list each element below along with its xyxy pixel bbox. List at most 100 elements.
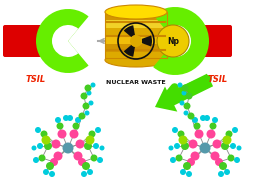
Circle shape [73,122,79,129]
FancyBboxPatch shape [105,28,167,36]
Circle shape [76,139,85,149]
Circle shape [221,142,229,150]
FancyArrow shape [155,74,213,112]
Circle shape [84,142,92,150]
Wedge shape [124,45,135,57]
Circle shape [200,115,206,121]
Circle shape [222,136,231,145]
FancyBboxPatch shape [105,12,167,20]
Circle shape [82,162,90,170]
Wedge shape [124,25,135,37]
Circle shape [209,122,217,129]
Circle shape [184,102,190,109]
Circle shape [46,162,54,170]
Circle shape [49,171,55,177]
Circle shape [70,129,79,139]
Circle shape [79,112,85,119]
Circle shape [187,158,195,166]
Circle shape [44,142,52,150]
Circle shape [85,111,89,115]
Circle shape [39,154,45,161]
Circle shape [192,117,198,123]
Circle shape [178,130,184,138]
Circle shape [170,157,176,163]
Circle shape [172,127,178,133]
FancyBboxPatch shape [3,25,59,57]
Circle shape [67,115,73,121]
Wedge shape [153,7,209,75]
Circle shape [82,102,89,109]
Circle shape [215,158,223,166]
Circle shape [85,136,94,145]
Circle shape [212,117,218,123]
Circle shape [212,139,221,149]
Circle shape [81,171,87,177]
Circle shape [91,154,97,161]
Circle shape [157,25,189,57]
Circle shape [88,130,95,138]
Circle shape [81,92,88,99]
Wedge shape [165,25,191,57]
Circle shape [55,117,61,123]
Circle shape [190,152,199,160]
Circle shape [86,91,91,95]
Circle shape [63,115,69,121]
Circle shape [206,129,215,139]
Circle shape [78,158,86,166]
Circle shape [178,136,187,145]
Circle shape [54,152,63,160]
Circle shape [132,37,140,45]
Circle shape [85,84,91,91]
Circle shape [93,143,99,149]
Circle shape [183,162,191,170]
Ellipse shape [105,53,167,67]
Circle shape [63,143,73,153]
Circle shape [100,146,104,150]
FancyBboxPatch shape [176,25,232,57]
Circle shape [95,127,101,133]
Circle shape [234,157,240,163]
Wedge shape [52,25,78,57]
Ellipse shape [105,5,167,19]
Circle shape [37,143,43,149]
Text: NUCLEAR WASTE: NUCLEAR WASTE [106,80,166,85]
Circle shape [184,111,188,115]
Circle shape [87,169,93,175]
FancyBboxPatch shape [105,20,167,28]
Circle shape [227,154,234,161]
Circle shape [180,169,186,175]
FancyBboxPatch shape [105,44,167,52]
Circle shape [75,117,81,123]
Circle shape [174,143,180,149]
Circle shape [199,143,211,153]
Circle shape [232,127,238,133]
Circle shape [51,139,60,149]
Circle shape [178,83,183,88]
Circle shape [224,169,230,175]
Circle shape [193,122,200,129]
Circle shape [187,112,194,119]
Circle shape [88,101,94,105]
Circle shape [175,154,183,161]
Circle shape [42,136,51,145]
Circle shape [204,115,210,121]
Text: Np: Np [167,36,179,46]
Circle shape [225,130,233,138]
Circle shape [219,162,227,170]
Circle shape [43,169,49,175]
Circle shape [188,139,197,149]
Circle shape [194,129,203,139]
Circle shape [218,171,224,177]
Circle shape [97,157,103,163]
Circle shape [57,122,63,129]
Text: TSIL: TSIL [208,75,228,84]
Circle shape [57,129,66,139]
Circle shape [236,146,242,150]
FancyBboxPatch shape [105,36,167,44]
Wedge shape [142,36,152,46]
Circle shape [181,91,187,95]
Text: TSIL: TSIL [26,75,46,84]
Circle shape [50,158,58,166]
Circle shape [35,127,41,133]
Circle shape [181,142,189,150]
